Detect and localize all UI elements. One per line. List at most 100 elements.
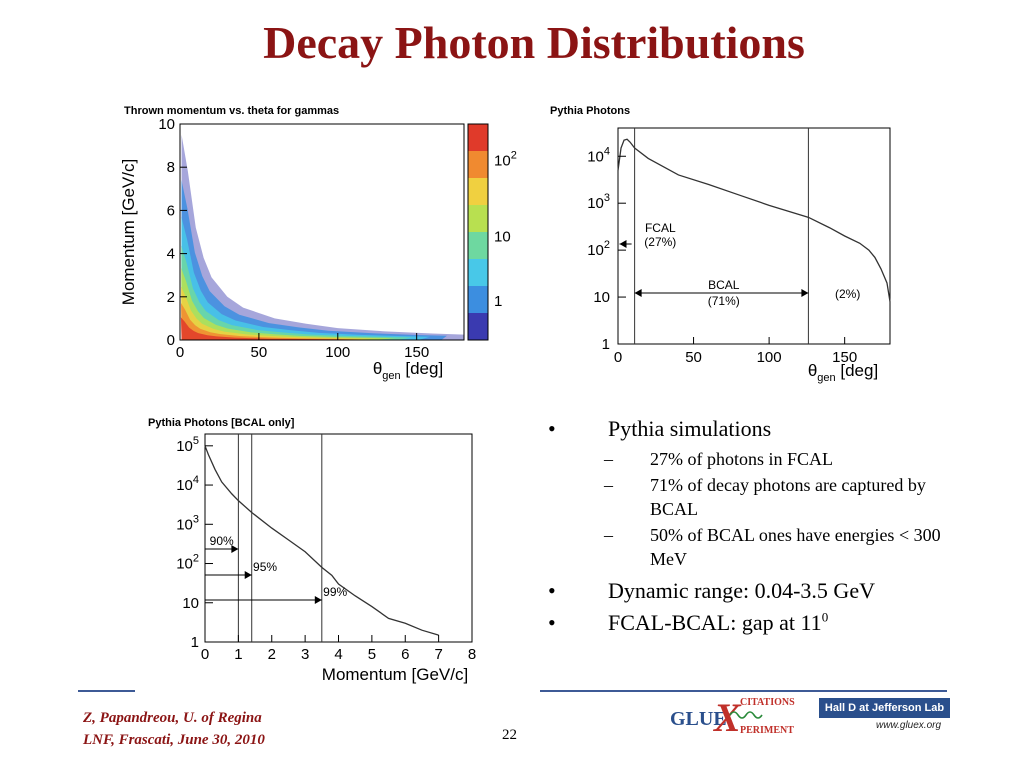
- x-tick-label: 150: [404, 344, 429, 361]
- arrow-head: [634, 289, 642, 297]
- x-tick-label: 1: [234, 646, 242, 663]
- chart-title: Pythia Photons [BCAL only]: [148, 417, 295, 429]
- percentile-label: 99%: [323, 585, 347, 599]
- x-tick-label: 2: [268, 646, 276, 663]
- y-tick-label: 105: [176, 435, 199, 455]
- x-tick-label: 0: [201, 646, 209, 663]
- colorbar-segment: [468, 313, 488, 341]
- y-tick-label: 102: [176, 553, 199, 573]
- axis-label: θgen [deg]: [808, 361, 878, 384]
- series-line: [617, 138, 891, 302]
- degree-superscript: 0: [821, 609, 829, 625]
- colorbar-segment: [468, 205, 488, 233]
- bullet-text: FCAL-BCAL: gap at 11: [608, 610, 822, 635]
- slide-title: Decay Photon Distributions: [263, 17, 805, 68]
- x-tick-label: 100: [325, 344, 350, 361]
- sub-bullet-text: 71% of decay photons are captured by BCA…: [650, 475, 926, 519]
- density-band: [180, 317, 345, 340]
- bullet-mark: •: [548, 578, 556, 603]
- axis-label: Momentum [GeV/c]: [322, 665, 468, 684]
- bullet-item: • FCAL-BCAL: gap at 110: [545, 609, 945, 637]
- bullet-text: Pythia simulations: [608, 416, 772, 441]
- x-tick-label: 0: [176, 344, 184, 361]
- x-tick-label: 7: [434, 646, 442, 663]
- arrow-head: [244, 571, 252, 579]
- y-tick-label: 104: [176, 474, 199, 494]
- heatmap-plot: Thrown momentum vs. theta for gammas 0 50 1…: [118, 96, 538, 396]
- colorbar-segment: [468, 151, 488, 179]
- gluex-url: www.gluex.org: [876, 720, 942, 731]
- colorbar-frame: [467, 123, 489, 341]
- bullet-item: • Dynamic range: 0.04-3.5 GeV: [545, 577, 945, 605]
- bullet-item: • Pythia simulations: [545, 415, 945, 443]
- footer-credits: Z, Papandreou, U. of Regina LNF, Frascat…: [83, 707, 265, 751]
- theta-plot-svg: Pythia Photons 0 50 100 150 1 10 102 103 104 θgen …: [550, 105, 891, 384]
- arrow-head: [619, 240, 627, 248]
- sub-bullet-item: – 50% of BCAL ones have energies < 300 M…: [545, 523, 945, 571]
- footer-rule-left: [78, 690, 135, 692]
- colorbar-segment: [468, 178, 488, 206]
- y-tick-label: 103: [587, 192, 610, 212]
- dash-mark: –: [604, 475, 613, 495]
- arrow-head: [314, 596, 322, 604]
- plot-frame: [204, 433, 473, 643]
- sub-bullet-text: 27% of photons in FCAL: [650, 449, 834, 469]
- y-tick-label: 1: [602, 336, 610, 353]
- percentile-label: 95%: [253, 560, 277, 574]
- author-line: Z, Papandreou, U. of Regina: [83, 710, 262, 726]
- y-tick-label: 0: [167, 332, 175, 349]
- y-tick-label: 103: [176, 513, 199, 533]
- y-tick-label: 10: [182, 595, 199, 612]
- y-tick-label: 2: [167, 289, 175, 306]
- gluex-logo-word: GLUE: [670, 708, 727, 730]
- bullet-list: • Pythia simulations – 27% of photons in…: [545, 415, 945, 641]
- annotation-gap-pct: (2%): [835, 287, 860, 301]
- x-tick-label: 6: [401, 646, 409, 663]
- x-tick-label: 8: [468, 646, 476, 663]
- y-tick-label: 10: [593, 289, 610, 306]
- colorbar-segment: [468, 286, 488, 314]
- x-tick-label: 150: [832, 349, 857, 366]
- x-tick-label: 0: [614, 349, 622, 366]
- colorbar-tick-label: 1: [494, 293, 502, 310]
- page-number: 22: [502, 727, 517, 743]
- y-tick-label: 8: [167, 159, 175, 176]
- y-tick-label: 1: [191, 634, 199, 651]
- annotation-bcal-pct: (71%): [708, 294, 740, 308]
- x-tick-label: 50: [685, 349, 702, 366]
- gluex-logo-bottom: PERIMENT: [740, 725, 794, 736]
- momentum-plot: Pythia Photons [BCAL only] 0 1 2 3 4 5 6 7 8 1 10 10…: [140, 410, 490, 690]
- sub-bullet-item: – 71% of decay photons are captured by B…: [545, 473, 945, 521]
- colorbar-segment: [468, 124, 488, 152]
- chart-title: Pythia Photons: [550, 105, 630, 117]
- annotation-fcal: FCAL: [645, 221, 676, 235]
- colorbar-tick-label: 10: [494, 228, 511, 245]
- y-tick-label: 4: [167, 246, 175, 263]
- bullet-mark: •: [548, 416, 556, 441]
- percentile-label: 90%: [210, 534, 234, 548]
- sub-bullet-item: – 27% of photons in FCAL: [545, 447, 945, 471]
- heatmap-plot-svg: Thrown momentum vs. theta for gammas 0 50 1…: [119, 105, 517, 382]
- annotation-fcal-pct: (27%): [644, 235, 676, 249]
- halld-logo: Hall D at Jefferson Lab: [819, 698, 950, 718]
- axis-label: θgen [deg]: [373, 359, 443, 382]
- wave-icon: [729, 711, 763, 719]
- colorbar-tick-label: 102: [494, 150, 517, 170]
- bullet-mark: •: [548, 610, 556, 635]
- y-tick-label: 10: [158, 116, 175, 133]
- gluex-logo: GLUE X CITATIONS PERIMENT: [668, 693, 798, 740]
- axis-label: Momentum [GeV/c]: [119, 159, 138, 305]
- gluex-logo-top: CITATIONS: [740, 697, 795, 708]
- x-tick-label: 5: [368, 646, 376, 663]
- sub-bullet-text: 50% of BCAL ones have energies < 300 MeV: [650, 525, 941, 569]
- chart-title: Thrown momentum vs. theta for gammas: [124, 105, 339, 117]
- dash-mark: –: [604, 525, 613, 545]
- bullet-text: Dynamic range: 0.04-3.5 GeV: [608, 578, 875, 603]
- y-tick-label: 102: [587, 239, 610, 259]
- y-tick-label: 6: [167, 202, 175, 219]
- plot-frame: [179, 123, 465, 341]
- x-tick-label: 3: [301, 646, 309, 663]
- x-tick-label: 50: [251, 344, 268, 361]
- dash-mark: –: [604, 449, 613, 469]
- series-line: [204, 445, 439, 636]
